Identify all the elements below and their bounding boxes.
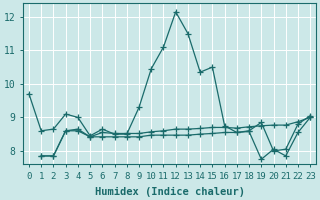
X-axis label: Humidex (Indice chaleur): Humidex (Indice chaleur) [95,186,244,197]
